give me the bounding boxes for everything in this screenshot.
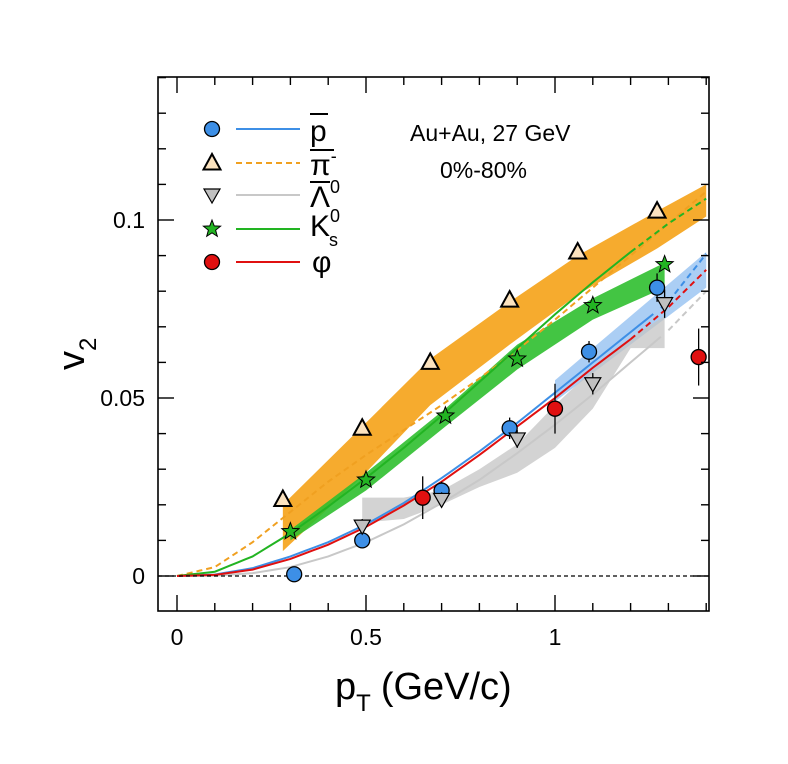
legend-label-pbar-main: p	[310, 115, 327, 148]
x-axis-title-main: p	[335, 666, 356, 708]
legend-label-lambda-sup: 0	[330, 177, 340, 197]
point-lambda	[655, 297, 674, 313]
point-pim	[646, 200, 668, 219]
point-pim	[567, 240, 588, 260]
point-k0s	[507, 348, 528, 368]
band-pbar	[555, 252, 707, 402]
point-k0s	[280, 521, 301, 540]
legend-marker-k0s	[202, 218, 222, 238]
x-axis-title: pT (GeV/c)	[335, 666, 512, 717]
axis-ticks	[158, 76, 709, 611]
y-axis-title: v2	[51, 338, 102, 370]
x-tick-label-1: 0.5	[350, 624, 382, 650]
point-pbar	[286, 566, 303, 583]
fit-phi-dashed	[629, 269, 707, 341]
point-lambda	[583, 377, 602, 393]
legend-marker-pbar	[203, 120, 221, 138]
point-lambda	[432, 492, 451, 509]
y-tick-label-1: 0.05	[100, 385, 145, 411]
point-phi	[414, 489, 431, 506]
x-tick-label-0: 0	[171, 624, 184, 650]
legend-markers	[201, 120, 300, 271]
data-points	[272, 200, 707, 583]
centrality-label: 0%-80%	[440, 157, 527, 183]
legend-label-phi-main: φ	[312, 246, 331, 279]
collision-system-label: Au+Au, 27 GeV	[410, 120, 571, 146]
point-k0s	[356, 469, 376, 489]
fit-lambda-dashed	[667, 290, 707, 332]
fit-lambda-solid	[176, 336, 662, 577]
point-lambda	[508, 432, 527, 449]
fit-k0s-solid	[176, 251, 632, 577]
legend-label-k0s-main: K	[310, 210, 330, 243]
y-tick-label-2: 0.1	[113, 207, 145, 233]
point-pim	[420, 351, 441, 370]
y-tick-label-0: 0	[132, 563, 145, 589]
legend-marker-pim	[201, 151, 223, 171]
point-phi	[546, 400, 564, 417]
y-axis-title-sub: 2	[75, 338, 102, 351]
point-k0s	[654, 254, 675, 273]
point-phi	[690, 348, 707, 366]
legend-marker-phi	[203, 253, 221, 271]
legend-label-k0s-sub: s	[329, 230, 338, 250]
legend-label-pim: π-	[310, 146, 337, 182]
point-pim	[499, 289, 520, 308]
point-pbar	[648, 279, 666, 296]
x-axis-title-sub: T	[356, 690, 371, 717]
legend-label-pbar: p	[310, 115, 327, 148]
legend-label-k0s: K0 s	[310, 206, 340, 250]
point-pim	[352, 417, 373, 436]
point-pbar	[501, 420, 518, 437]
y-axis-title-main: v	[51, 351, 93, 370]
band-k0s	[290, 262, 665, 541]
legend-label-lambda: Λ0	[310, 177, 340, 214]
point-lambda	[353, 519, 372, 536]
point-pim	[272, 488, 294, 507]
legend: p π- Λ0 K0 s φ	[201, 113, 340, 279]
legend-label-pim-sup: -	[331, 146, 337, 166]
fit-pbar-dashed	[660, 253, 707, 309]
x-tick-label-2: 1	[549, 624, 562, 650]
legend-label-lambda-main: Λ	[310, 181, 330, 214]
plot-frame	[157, 76, 710, 612]
fit-pim-dashed	[176, 190, 707, 577]
point-k0s	[582, 295, 603, 314]
point-pbar	[580, 343, 598, 360]
point-k0s	[435, 405, 456, 425]
fit-k0s-dashed	[629, 197, 707, 253]
x-axis-title-unit: (GeV/c)	[381, 666, 512, 708]
legend-label-phi: φ	[312, 246, 331, 279]
legend-marker-lambda	[202, 188, 222, 205]
legend-label-pim-main: π	[310, 149, 331, 182]
legend-label-k0s-sup: 0	[330, 206, 340, 226]
